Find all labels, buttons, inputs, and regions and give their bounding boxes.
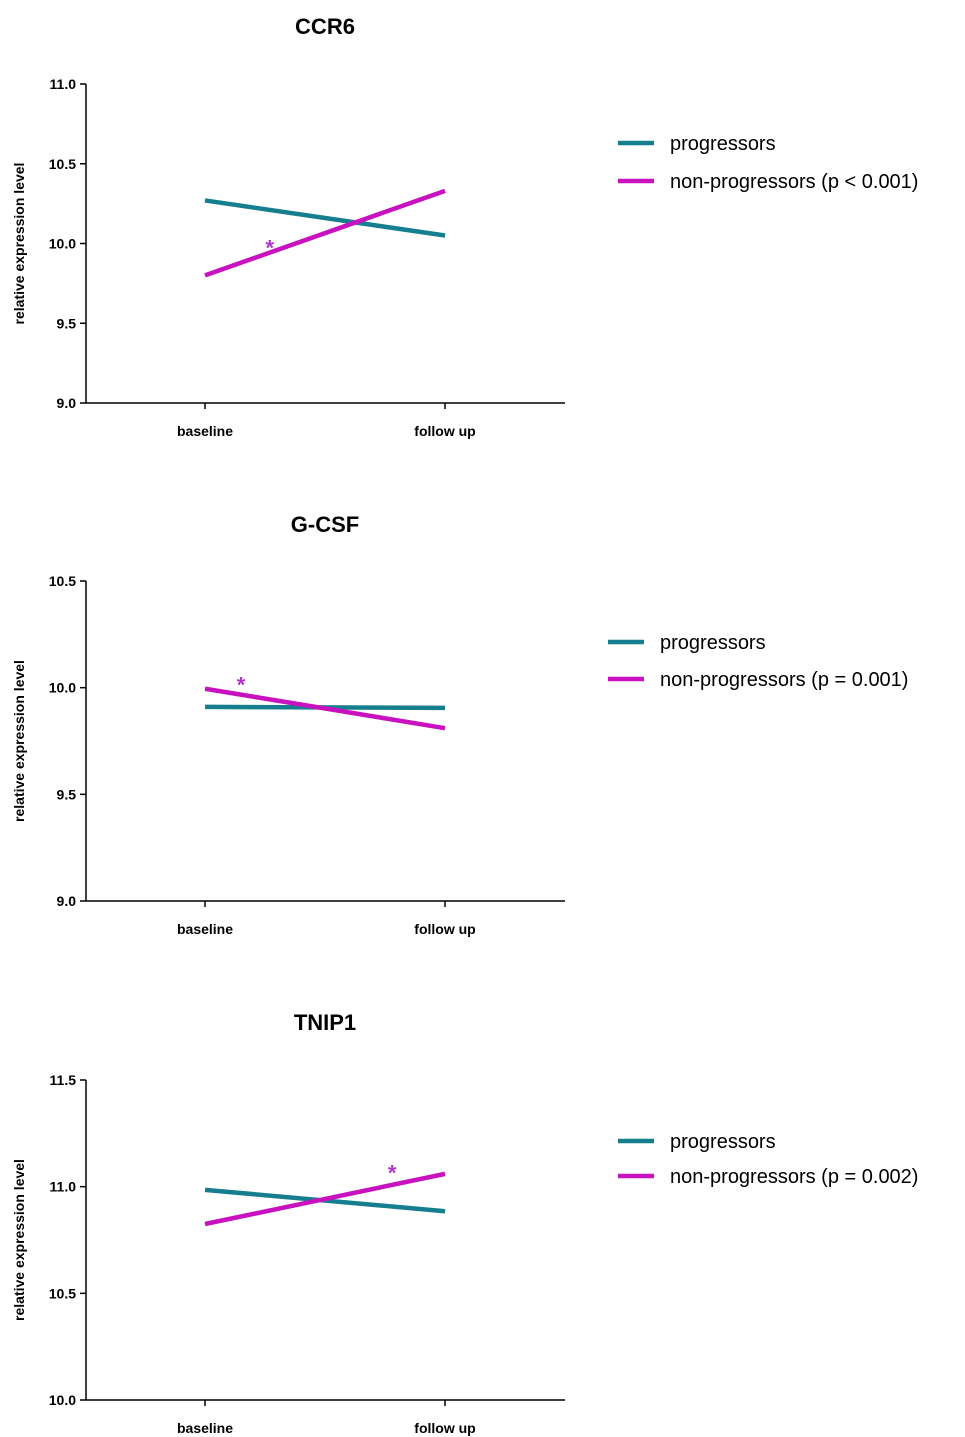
y-tick-label: 10.5 (49, 156, 76, 172)
chart-panel-3: TNIP1 10.0 10.5 11.0 11.5 baseline follow up re… (11, 1010, 918, 1436)
series-line-non-progressors (204, 1171, 446, 1227)
x-tick-label: baseline (177, 1420, 233, 1436)
x-tick-label: follow up (414, 423, 475, 439)
y-tick-label: 11.0 (50, 76, 77, 92)
series-line-non-progressors (204, 686, 446, 731)
chart-title: CCR6 (295, 14, 355, 39)
y-axis-label: relative expression level (11, 660, 27, 822)
y-tick-label: 11.0 (50, 1179, 77, 1195)
x-tick-label: baseline (177, 423, 233, 439)
chart-panel-2: G-CSF 9.0 9.5 10.0 10.5 baseline follow up rela… (11, 512, 908, 937)
x-tick-label: baseline (177, 921, 233, 937)
chart-title: TNIP1 (294, 1010, 356, 1035)
y-tick-label: 11.5 (50, 1072, 77, 1088)
y-axis-label: relative expression level (11, 163, 27, 325)
series-line-non-progressors (204, 188, 446, 278)
series-line-progressors (204, 198, 446, 238)
significance-marker: * (266, 236, 275, 261)
y-tick-label: 9.5 (57, 315, 77, 331)
x-tick-label: follow up (414, 921, 475, 937)
chart-title: G-CSF (291, 512, 359, 537)
significance-marker: * (388, 1161, 397, 1186)
legend-label: progressors (670, 133, 776, 155)
x-tick-label: follow up (414, 1420, 475, 1436)
y-axis-label: relative expression level (11, 1159, 27, 1321)
significance-marker: * (237, 672, 246, 697)
y-tick-label: 9.0 (57, 395, 77, 411)
y-tick-label: 10.5 (49, 573, 76, 589)
legend-label: progressors (660, 632, 766, 654)
y-tick-label: 10.5 (49, 1285, 76, 1301)
legend-label: progressors (670, 1131, 776, 1153)
legend-label: non-progressors (p < 0.001) (670, 171, 918, 193)
y-tick-label: 10.0 (49, 236, 76, 252)
y-tick-label: 10.0 (49, 1392, 76, 1408)
chart-panel-1: CCR6 9.0 9.5 10.0 10.5 11.0 baseline follow up r… (11, 14, 918, 439)
legend-label: non-progressors (p = 0.002) (670, 1166, 918, 1188)
legend-label: non-progressors (p = 0.001) (660, 669, 908, 691)
y-tick-label: 9.5 (57, 786, 77, 802)
y-tick-label: 9.0 (57, 893, 77, 909)
y-tick-label: 10.0 (49, 680, 76, 696)
